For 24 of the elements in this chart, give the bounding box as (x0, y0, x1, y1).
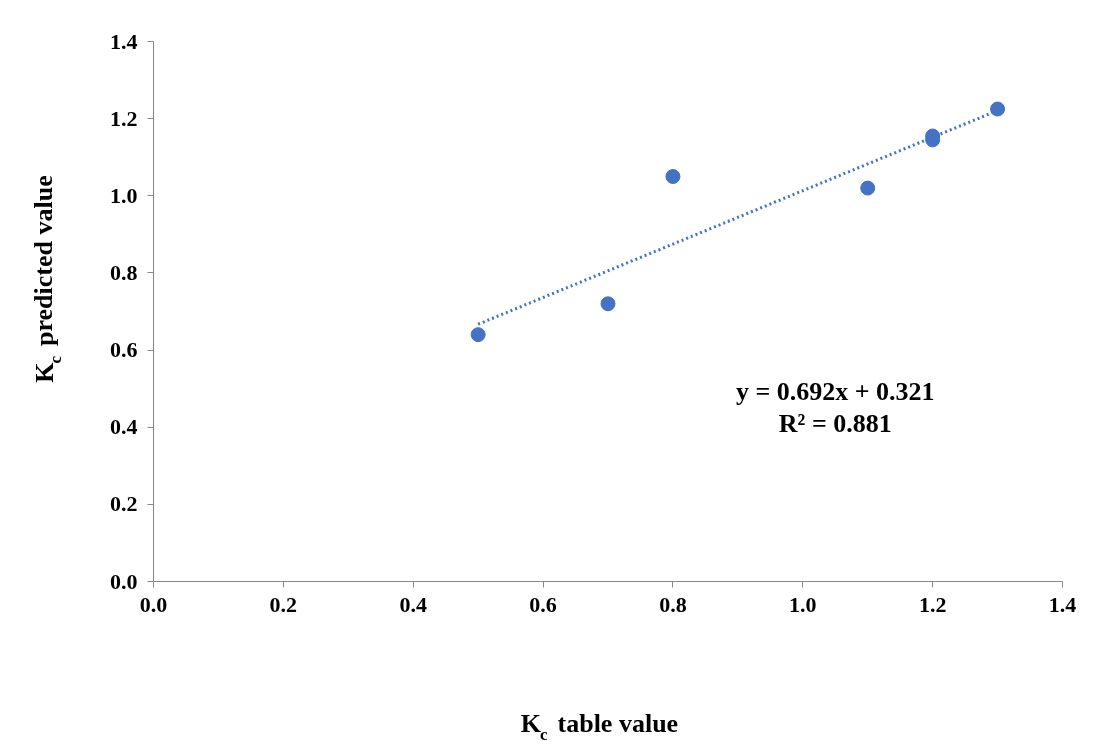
y-tick-label: 1.2 (110, 105, 138, 131)
x-tick-label: 1.4 (1048, 591, 1077, 617)
annotation: y = 0.692x + 0.321 (735, 377, 935, 406)
point (665, 169, 681, 184)
y-tick-label: 0.8 (110, 259, 138, 285)
x-tick-label: 0.8 (659, 591, 687, 617)
y-tick-label: 0.2 (110, 491, 138, 517)
x-tick-label: 0.6 (529, 591, 557, 617)
y-tick-label: 0.4 (110, 414, 138, 440)
y-axis-title: Kc predicted value (29, 175, 65, 383)
x-tick-label: 0.4 (399, 591, 427, 617)
y-tick-label: 1.0 (110, 182, 138, 208)
point (470, 327, 486, 343)
y-tick-label: 1.4 (110, 28, 138, 54)
annotation: R² = 0.881 (778, 409, 892, 438)
x-tick-label: 0.2 (269, 591, 298, 617)
x-tick-label: 1.0 (789, 591, 817, 617)
y-tick-label: 0.6 (110, 337, 138, 363)
y-tick-label: 0.0 (110, 568, 138, 594)
point (600, 296, 616, 312)
point (990, 101, 1006, 117)
x-tick-label: 1.2 (918, 591, 947, 617)
point (860, 180, 876, 196)
x-tick-label: 0.0 (139, 591, 168, 617)
